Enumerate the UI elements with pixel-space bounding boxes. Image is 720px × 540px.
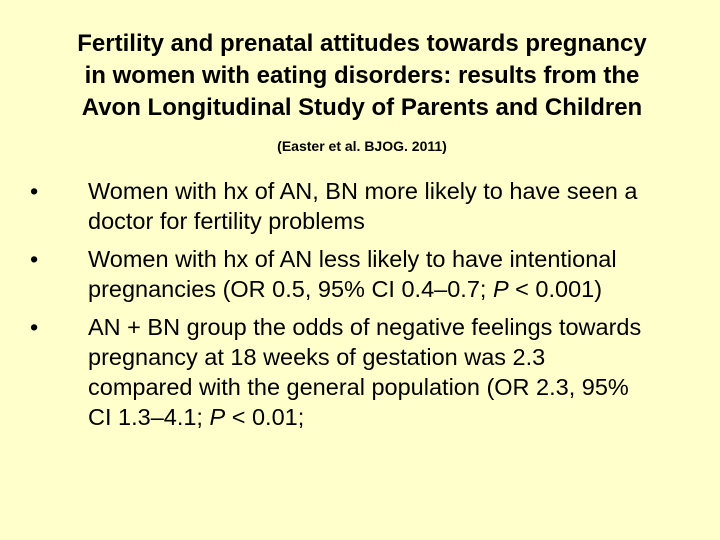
title-line: Avon Longitudinal Study of Parents and C…	[81, 94, 643, 121]
bullet-list: Women with hx of AN, BN more likely to h…	[30, 176, 648, 440]
text-run: P	[492, 276, 509, 302]
text-run: < 0.001)	[508, 276, 603, 302]
title-line: in women with eating disorders: results …	[84, 62, 640, 89]
text-run: AN + BN group the odds of negative feeli…	[88, 314, 642, 430]
bullet: Women with hx of AN less likely to have …	[30, 244, 648, 304]
text-run: < 0.01;	[225, 404, 305, 430]
bullet: AN + BN group the odds of negative feeli…	[30, 312, 648, 432]
slide-title: Fertility and prenatal attitudes towards…	[0, 28, 720, 124]
bullet: Women with hx of AN, BN more likely to h…	[30, 176, 648, 236]
text-run: P	[209, 404, 226, 430]
title-line: Fertility and prenatal attitudes towards…	[77, 30, 647, 57]
text-run: Women with hx of AN, BN more likely to h…	[88, 178, 638, 234]
text-run: Women with hx of AN less likely to have …	[88, 246, 617, 302]
citation: (Easter et al. BJOG. 2011)	[277, 138, 447, 154]
